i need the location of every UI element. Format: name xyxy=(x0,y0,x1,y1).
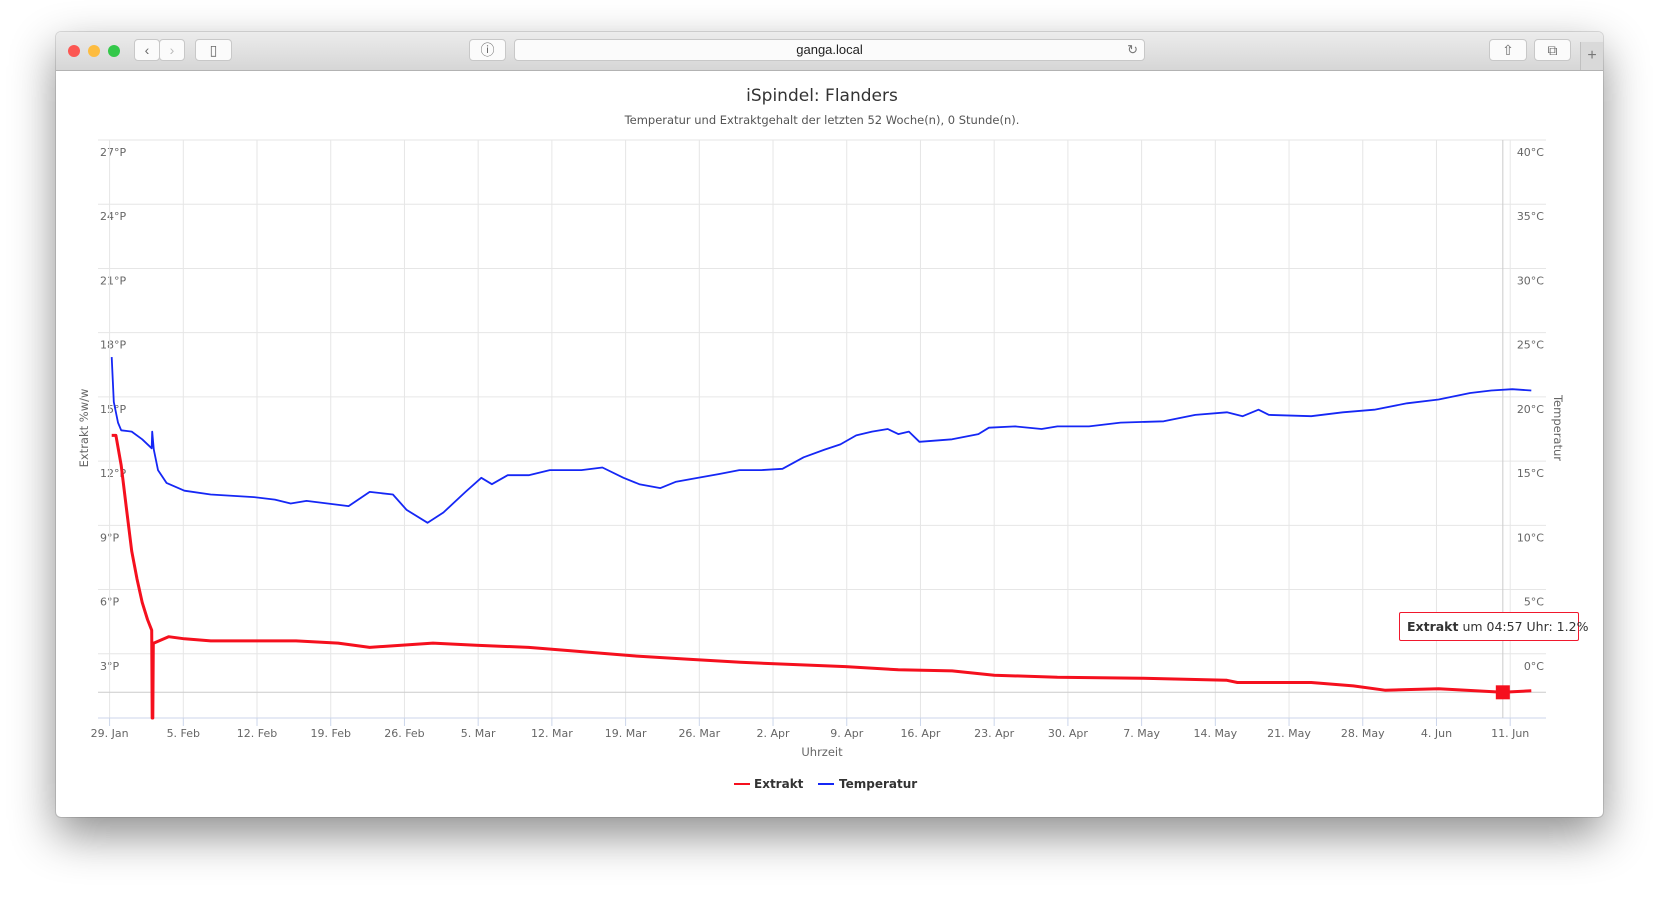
x-tick-label: 19. Mar xyxy=(605,727,647,740)
reload-icon[interactable]: ↻ xyxy=(1127,42,1138,57)
close-button[interactable] xyxy=(68,45,80,57)
y-left-axis-title: Extrakt %w/w xyxy=(77,389,91,468)
url-text: ganga.local xyxy=(796,42,863,57)
plus-icon: + xyxy=(1587,47,1597,64)
x-tick-label: 2. Apr xyxy=(757,727,790,740)
x-tick-label: 5. Mar xyxy=(461,727,496,740)
x-tick-label: 12. Feb xyxy=(237,727,277,740)
tooltip-text: um 04:57 Uhr: 1.2% xyxy=(1458,619,1589,634)
y-right-axis-title: Temperatur xyxy=(1551,394,1565,461)
y-left-tick-label: 12°P xyxy=(100,467,126,480)
minimize-button[interactable] xyxy=(88,45,100,57)
y-left-tick-label: 18°P xyxy=(100,339,126,352)
x-tick-label: 28. May xyxy=(1341,727,1385,740)
x-tick-label: 11. Jun xyxy=(1491,727,1529,740)
sidebar-button[interactable]: ▯ xyxy=(195,39,232,61)
x-tick-label: 12. Mar xyxy=(531,727,573,740)
hover-marker[interactable] xyxy=(1495,685,1510,700)
y-right-tick-label: 15°C xyxy=(1517,467,1544,480)
tabs-icon: ⧉ xyxy=(1547,42,1558,58)
tabs-button[interactable]: ⧉ xyxy=(1534,39,1571,61)
zoom-button[interactable] xyxy=(108,45,120,57)
x-tick-label: 26. Mar xyxy=(678,727,720,740)
address-bar[interactable]: ganga.local ↻ xyxy=(514,39,1145,61)
x-tick-label: 29. Jan xyxy=(91,727,129,740)
y-left-tick-label: 15°P xyxy=(100,403,126,416)
y-left-tick-label: 21°P xyxy=(100,274,126,287)
browser-window: ‹ › ▯ ⓘ ganga.local ↻ ⇧ ⧉ + xyxy=(56,32,1603,817)
series-line-extrakt xyxy=(111,433,1532,720)
x-axis-title: Uhrzeit xyxy=(801,745,843,759)
new-tab-button[interactable]: + xyxy=(1580,42,1603,70)
forward-button[interactable]: › xyxy=(159,39,185,61)
x-tick-label: 23. Apr xyxy=(974,727,1014,740)
chart-subtitle: Temperatur und Extraktgehalt der letzten… xyxy=(624,113,1020,127)
browser-toolbar: ‹ › ▯ ⓘ ganga.local ↻ ⇧ ⧉ + xyxy=(56,32,1603,71)
y-right-tick-label: 35°C xyxy=(1517,210,1544,223)
chevron-right-icon: › xyxy=(169,42,175,58)
y-right-tick-label: 40°C xyxy=(1517,146,1544,159)
legend-temperatur[interactable]: Temperatur xyxy=(839,777,917,791)
legend-extrakt[interactable]: Extrakt xyxy=(754,777,804,791)
y-right-tick-label: 20°C xyxy=(1517,403,1544,416)
series-line-temperatur xyxy=(110,357,1532,524)
y-right-tick-label: 25°C xyxy=(1517,339,1544,352)
share-icon: ⇧ xyxy=(1502,42,1514,58)
chart-title: iSpindel: Flanders xyxy=(746,86,898,106)
legend: Extrakt Temperatur xyxy=(734,777,917,791)
sidebar-icon: ▯ xyxy=(209,42,218,58)
y-right-tick-label: 10°C xyxy=(1517,531,1544,544)
x-tick-label: 5. Feb xyxy=(167,727,200,740)
x-tick-label: 19. Feb xyxy=(310,727,350,740)
x-tick-label: 9. Apr xyxy=(830,727,863,740)
tooltip-series: Extrakt xyxy=(1407,619,1459,634)
y-right-tick-label: 30°C xyxy=(1517,274,1544,287)
y-right-tick-label: 0°C xyxy=(1524,660,1544,673)
x-tick-label: 26. Feb xyxy=(384,727,424,740)
share-button[interactable]: ⇧ xyxy=(1489,39,1527,61)
password-manager-button[interactable]: ⓘ xyxy=(469,39,506,61)
x-tick-label: 4. Jun xyxy=(1421,727,1452,740)
y-right-tick-label: 5°C xyxy=(1524,596,1544,609)
x-tick-label: 7. May xyxy=(1123,727,1160,740)
x-tick-label: 30. Apr xyxy=(1048,727,1088,740)
y-left-tick-label: 24°P xyxy=(100,210,126,223)
y-left-tick-label: 27°P xyxy=(100,146,126,159)
chevron-left-icon: ‹ xyxy=(144,42,150,58)
x-tick-label: 14. May xyxy=(1193,727,1237,740)
password-icon: ⓘ xyxy=(480,42,495,58)
x-tick-label: 21. May xyxy=(1267,727,1311,740)
tooltip: Extrakt um 04:57 Uhr: 1.2% xyxy=(1399,612,1588,641)
x-tick-label: 16. Apr xyxy=(900,727,940,740)
